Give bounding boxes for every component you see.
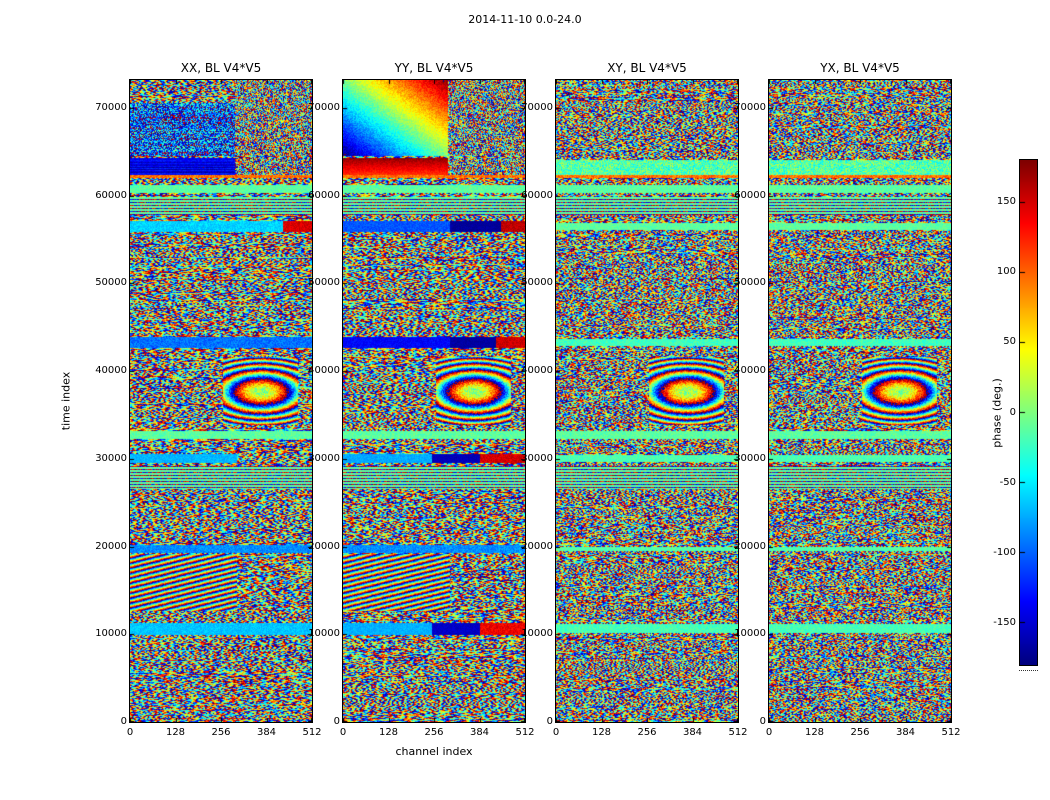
y-tick-label: 70000 [95,102,127,114]
y-tick-label: 20000 [521,540,553,552]
colorbar-tick-label: -100 [993,546,1016,558]
y-tick-label: 60000 [308,189,340,201]
x-tick-label: 256 [424,727,444,738]
x-tick-label: 128 [591,727,612,738]
heatmap-panel-xy [555,79,739,723]
panel-title-yy: YY, BL V4*V5 [394,61,474,75]
y-tick-label: 60000 [734,189,766,201]
panel-title-xy: XY, BL V4*V5 [607,61,687,75]
y-tick-label: 70000 [308,102,340,114]
heatmap-panel-yx [768,79,952,723]
x-tick-label: 512 [515,727,535,738]
y-tick-label: 40000 [521,365,553,377]
y-tick-label: 10000 [734,628,766,640]
x-tick-label: 0 [126,727,134,738]
y-tick-label: 70000 [734,102,766,114]
y-tick-label: 70000 [521,102,553,114]
x-tick-label: 0 [552,727,560,738]
heatmap-panel-yy [342,79,526,723]
y-tick-label: 50000 [95,277,127,289]
x-tick-label: 512 [728,727,748,738]
x-tick-label: 128 [804,727,825,738]
y-tick-label: 40000 [308,365,340,377]
y-tick-label: 10000 [521,628,553,640]
y-tick-label: 30000 [95,452,127,464]
colorbar-tick-label: -50 [999,476,1016,488]
y-tick-label: 60000 [521,189,553,201]
colorbar-tick-label: 150 [996,196,1016,208]
panel-title-yx: YX, BL V4*V5 [820,61,900,75]
y-tick-label: 20000 [734,540,766,552]
x-tick-label: 512 [302,727,322,738]
y-tick-label: 0 [759,716,766,727]
y-tick-label: 30000 [521,452,553,464]
y-tick-label: 10000 [308,628,340,640]
y-tick-label: 40000 [95,365,127,377]
y-tick-label: 20000 [308,540,340,552]
y-tick-label: 0 [333,716,340,727]
figure-title: 2014-11-10 0.0-24.0 [468,13,582,26]
panel-title-xx: XX, BL V4*V5 [180,61,262,75]
y-tick-label: 50000 [308,277,340,289]
y-tick-label: 50000 [521,277,553,289]
x-axis-label: channel index [395,745,473,758]
y-tick-label: 20000 [95,540,127,552]
y-tick-label: 50000 [734,277,766,289]
x-tick-label: 384 [256,727,277,738]
colorbar-tick-label: 50 [1003,336,1016,348]
colorbar-tick-label: -150 [993,616,1016,628]
x-tick-label: 128 [165,727,186,738]
y-tick-label: 10000 [95,628,127,640]
y-axis-label: time index [59,371,73,431]
x-tick-label: 512 [941,727,961,738]
x-tick-label: 384 [469,727,490,738]
y-tick-label: 60000 [95,189,127,201]
y-tick-label: 0 [546,716,553,727]
y-tick-label: 30000 [308,452,340,464]
x-tick-label: 256 [850,727,870,738]
colorbar-tick-label: 0 [1009,406,1016,418]
y-tick-label: 40000 [734,365,766,377]
y-tick-label: 0 [120,716,127,727]
colorbar-tick-label: 100 [996,266,1016,278]
x-tick-label: 256 [211,727,231,738]
x-tick-label: 384 [682,727,703,738]
x-tick-label: 128 [378,727,399,738]
heatmap-panel-xx [129,79,313,723]
x-tick-label: 0 [765,727,773,738]
y-tick-label: 30000 [734,452,766,464]
x-tick-label: 384 [895,727,916,738]
x-tick-label: 256 [637,727,657,738]
x-tick-label: 0 [339,727,347,738]
colorbar-dotted-edge [1019,670,1038,671]
colorbar [1019,159,1038,666]
